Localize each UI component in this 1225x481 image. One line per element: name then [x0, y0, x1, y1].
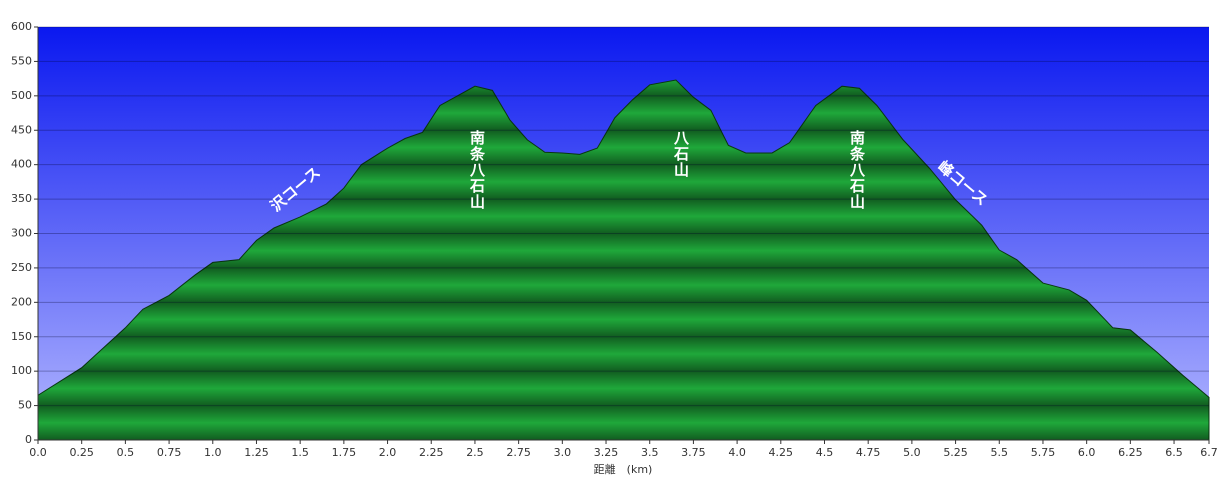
- x-tick-label: 0.75: [157, 446, 182, 459]
- y-tick-label: 0: [25, 433, 32, 446]
- x-tick-label: 4.75: [856, 446, 881, 459]
- x-tick-label: 5.0: [903, 446, 921, 459]
- x-tick-label: 2.5: [466, 446, 484, 459]
- x-tick-label: 1.0: [204, 446, 222, 459]
- annotation: 南条八石山: [468, 129, 486, 210]
- x-tick-label: 1.25: [244, 446, 269, 459]
- y-tick-label: 200: [11, 295, 32, 308]
- x-axis-label: 距離 (km): [594, 462, 653, 476]
- x-tick-label: 6.5: [1165, 446, 1183, 459]
- x-tick-label: 0.0: [29, 446, 47, 459]
- x-tick-label: 4.0: [728, 446, 746, 459]
- x-tick-label: 0.5: [117, 446, 135, 459]
- x-tick-label: 2.0: [379, 446, 397, 459]
- annotation: 南条八石山: [848, 129, 866, 210]
- y-tick-label: 600: [11, 20, 32, 33]
- x-tick-label: 2.25: [419, 446, 444, 459]
- y-tick-label: 300: [11, 227, 32, 240]
- y-tick-label: 450: [11, 123, 32, 136]
- x-tick-label: 3.75: [681, 446, 706, 459]
- y-tick-label: 400: [11, 158, 32, 171]
- x-tick-label: 3.25: [594, 446, 619, 459]
- x-tick-label: 3.5: [641, 446, 659, 459]
- x-tick-label: 1.5: [291, 446, 309, 459]
- annotation: 八石山: [672, 130, 690, 178]
- x-tick-label: 2.75: [506, 446, 531, 459]
- y-tick-label: 100: [11, 364, 32, 377]
- x-tick-label: 5.25: [943, 446, 968, 459]
- x-tick-label: 3.0: [554, 446, 572, 459]
- y-tick-label: 500: [11, 89, 32, 102]
- y-tick-label: 150: [11, 330, 32, 343]
- x-tick-label: 5.75: [1031, 446, 1056, 459]
- y-tick-label: 250: [11, 261, 32, 274]
- x-tick-label: 1.75: [332, 446, 357, 459]
- x-tick-label: 6.25: [1118, 446, 1143, 459]
- x-tick-label: 6.7: [1200, 446, 1218, 459]
- x-tick-label: 4.25: [769, 446, 794, 459]
- x-tick-label: 4.5: [816, 446, 834, 459]
- y-tick-label: 350: [11, 192, 32, 205]
- x-tick-label: 5.5: [991, 446, 1009, 459]
- y-tick-label: 550: [11, 54, 32, 67]
- elevation-shade: [38, 80, 1209, 441]
- x-tick-label: 6.0: [1078, 446, 1096, 459]
- x-tick-label: 0.25: [69, 446, 94, 459]
- y-tick-label: 50: [18, 399, 32, 412]
